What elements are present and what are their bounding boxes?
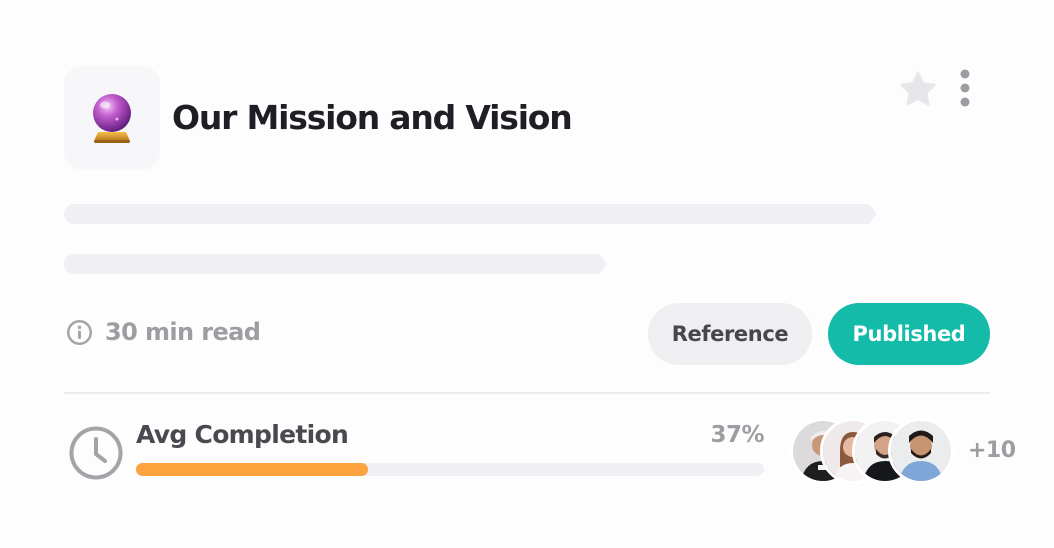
completion-label: Avg Completion [136, 420, 349, 449]
read-time: 30 min read [66, 318, 261, 346]
completion-percent: 37% [710, 422, 764, 448]
completion-progress-fill [136, 463, 369, 476]
completion-progress-bar [136, 463, 764, 476]
crystal-ball-icon [93, 94, 131, 143]
description-placeholder-line [64, 204, 877, 224]
more-options-button[interactable] [953, 68, 977, 110]
participant-avatars[interactable] [790, 418, 960, 486]
description-placeholder-line [64, 254, 607, 274]
tag-reference[interactable]: Reference [648, 303, 812, 365]
clock-icon [69, 426, 123, 480]
info-icon [67, 319, 92, 345]
avatar[interactable] [888, 418, 954, 484]
page-title: Our Mission and Vision [172, 98, 573, 137]
article-emoji-tile [64, 66, 160, 170]
divider [64, 392, 990, 394]
more-participants-count[interactable]: +10 [968, 438, 1016, 463]
star-icon [900, 71, 936, 106]
favorite-button[interactable] [896, 68, 940, 112]
more-vertical-icon [960, 69, 970, 107]
status-badge-published[interactable]: Published [828, 303, 990, 365]
read-time-label: 30 min read [105, 318, 261, 346]
